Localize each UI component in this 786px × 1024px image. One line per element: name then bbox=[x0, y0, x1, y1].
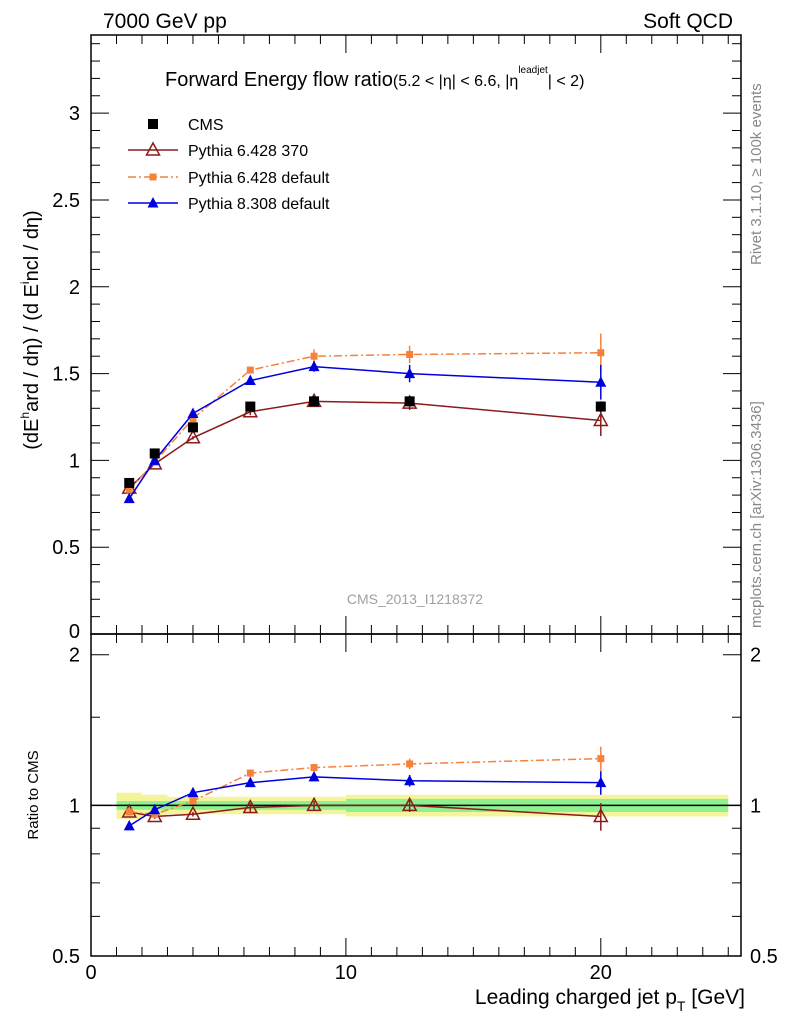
chart-title-main: Forward Energy flow ratio bbox=[165, 69, 393, 91]
legend-marker-pythia-8-308-default bbox=[147, 197, 159, 208]
data-point-pythia-8-308-default bbox=[308, 360, 320, 372]
data-point-pythia-6-428-370 bbox=[593, 411, 609, 427]
ratio-frame bbox=[90, 633, 742, 957]
legend: CMS Pythia 6.428 370 Pythia 6.428 default P… bbox=[128, 117, 330, 213]
ratio-point-pythia-8-308-default bbox=[149, 803, 161, 815]
ratio-point-pythia-8-308-default bbox=[187, 786, 199, 798]
data-point-pythia-8-308-default bbox=[187, 407, 199, 418]
ratio-y-axis-label: Ratio to CMS bbox=[25, 750, 42, 839]
series-line-pythia-8-308-default bbox=[128, 365, 601, 499]
ratio-point-pythia-8-308-default bbox=[308, 770, 320, 782]
legend-label-pythia-6-428-370: Pythia 6.428 370 bbox=[188, 143, 308, 160]
y-tick-label: 3 bbox=[69, 103, 80, 125]
ratio-point-pythia-6-428-default bbox=[189, 797, 197, 805]
x-tick-label: 10 bbox=[335, 962, 357, 984]
data-point-pythia-6-428-default bbox=[189, 415, 197, 423]
data-point-cms bbox=[245, 401, 256, 412]
legend-marker-pythia-6-428-370 bbox=[145, 141, 161, 156]
data-point-pythia-6-428-370 bbox=[185, 429, 201, 444]
side-mcplots-label: mcplots.cern.ch [arXiv:1306.3436] bbox=[748, 401, 765, 628]
data-point-cms bbox=[149, 448, 160, 459]
legend-label-pythia-8-308-default: Pythia 8.308 default bbox=[188, 196, 330, 213]
ratio-point-pythia-6-428-default bbox=[406, 760, 414, 768]
data-point-pythia-6-428-default bbox=[310, 352, 318, 360]
ratio-point-pythia-6-428-default bbox=[597, 755, 605, 763]
y-tick-label: 1.5 bbox=[52, 364, 80, 386]
ratio-tick-label-right: 2 bbox=[750, 645, 761, 667]
data-point-cms bbox=[187, 422, 198, 433]
y-tick-label-zero: 0 bbox=[69, 621, 80, 643]
ratio-tick-label-left: 2 bbox=[69, 645, 80, 667]
data-point-pythia-8-308-default bbox=[123, 492, 135, 504]
ratio-point-pythia-8-308-default bbox=[244, 776, 256, 788]
analysis-watermark: CMS_2013_I1218372 bbox=[347, 591, 483, 607]
data-point-cms bbox=[595, 401, 606, 412]
ratio-point-pythia-6-428-default bbox=[125, 808, 133, 816]
chart-title-cut: (5.2 < |η| < 6.6, |η bbox=[393, 73, 518, 90]
data-point-pythia-8-308-default bbox=[244, 374, 256, 386]
ratio-plot-area bbox=[91, 746, 741, 831]
y-label-part-0: (dE bbox=[21, 419, 43, 450]
ratio-point-pythia-8-308-default bbox=[404, 774, 416, 786]
data-point-pythia-6-428-default bbox=[246, 366, 254, 374]
x-label-sub: T bbox=[677, 998, 686, 1014]
data-point-cms bbox=[124, 477, 135, 488]
x-label-main: Leading charged jet p bbox=[475, 986, 677, 1009]
data-point-pythia-8-308-default bbox=[404, 367, 416, 379]
legend-marker-pythia-6-428-default bbox=[149, 173, 157, 181]
y-tick-label: 0.5 bbox=[52, 537, 80, 559]
ratio-point-pythia-6-428-370 bbox=[401, 796, 418, 812]
series-line-pythia-6-428-default bbox=[128, 351, 601, 491]
y-axis-label: (dEhard / dη) / (d Eincl / dη) bbox=[18, 210, 43, 449]
y-tick-label: 2.5 bbox=[52, 190, 80, 212]
legend-label-cms: CMS bbox=[188, 117, 224, 134]
ratio-tick-label-right: 0.5 bbox=[750, 946, 778, 968]
data-point-cms bbox=[404, 396, 415, 407]
main-plot-area bbox=[121, 333, 609, 504]
ratio-point-pythia-6-428-370 bbox=[242, 798, 259, 814]
ratio-tick-label-left: 0.5 bbox=[52, 946, 80, 968]
ratio-point-pythia-8-308-default bbox=[595, 776, 607, 788]
data-point-pythia-8-308-default bbox=[149, 454, 161, 465]
data-point-cms bbox=[309, 396, 320, 407]
ratio-point-pythia-6-428-370 bbox=[593, 807, 609, 823]
x-label-unit: [GeV] bbox=[685, 986, 745, 1009]
data-point-pythia-6-428-default bbox=[125, 486, 133, 494]
ratio-point-pythia-6-428-370 bbox=[306, 796, 322, 812]
chart-title: Forward Energy flow ratio(5.2 < |η| < 6.… bbox=[165, 65, 584, 91]
header-energy-label: 7000 GeV pp bbox=[103, 10, 227, 33]
y-label-part-2: ard / dη) / (d E bbox=[21, 284, 43, 412]
y-label-part-1: h bbox=[18, 412, 32, 419]
ratio-tick-label-right: 1 bbox=[750, 795, 761, 817]
side-rivet-label: Rivet 3.1.10, ≥ 100k events bbox=[748, 83, 765, 265]
x-axis-label: Leading charged jet pT [GeV] bbox=[475, 986, 745, 1014]
y-tick-label: 2 bbox=[69, 277, 80, 299]
legend-label-pythia-6-428-default: Pythia 6.428 default bbox=[188, 170, 330, 187]
ratio-point-pythia-6-428-default bbox=[246, 769, 254, 777]
legend-marker-cms bbox=[148, 119, 158, 129]
y-tick-label: 1 bbox=[69, 450, 80, 472]
chart-title-end: | < 2) bbox=[548, 73, 585, 90]
x-tick-label: 20 bbox=[590, 962, 612, 984]
header-process-label: Soft QCD bbox=[643, 10, 733, 33]
x-tick-label: 0 bbox=[85, 962, 96, 984]
data-point-pythia-6-428-default bbox=[406, 350, 414, 358]
data-point-pythia-8-308-default bbox=[595, 376, 607, 387]
ratio-tick-label-left: 1 bbox=[69, 795, 80, 817]
y-label-part-3: i bbox=[18, 281, 32, 284]
series-line-pythia-6-428-370 bbox=[128, 400, 601, 489]
data-point-pythia-6-428-default bbox=[597, 349, 605, 357]
chart-title-sup: leadjet bbox=[518, 65, 548, 76]
y-label-part-4: ncl / dη) bbox=[21, 210, 43, 281]
ratio-point-pythia-8-308-default bbox=[123, 819, 135, 831]
ratio-point-pythia-6-428-default bbox=[310, 764, 318, 772]
ratio-point-pythia-6-428-370 bbox=[185, 805, 201, 820]
